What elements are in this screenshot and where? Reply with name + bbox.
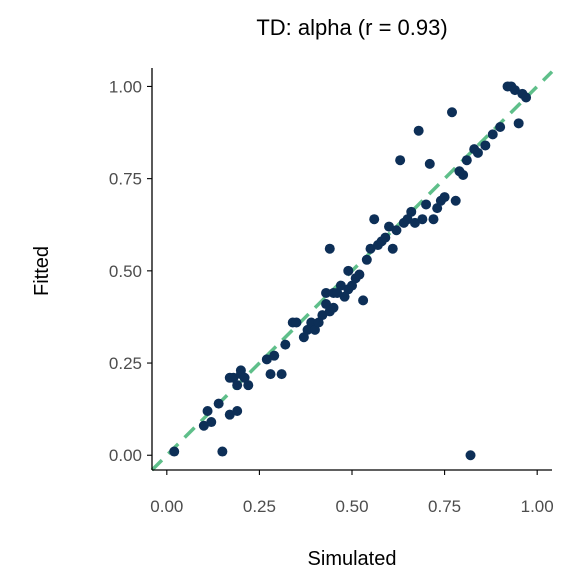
data-point	[317, 310, 328, 321]
data-point	[243, 380, 254, 391]
x-tick-label: 0.75	[428, 497, 461, 516]
data-point	[224, 409, 235, 420]
data-point	[406, 206, 417, 217]
plot-area	[150, 70, 554, 472]
data-point	[428, 214, 439, 225]
data-point	[409, 217, 420, 228]
data-point	[206, 417, 217, 428]
y-axis-ticks: 0.00 0.25 0.50 0.75 1.00	[109, 77, 152, 465]
x-tick-label: 1.00	[521, 497, 554, 516]
data-points	[169, 81, 532, 461]
data-point	[213, 398, 224, 409]
data-point	[347, 280, 357, 291]
data-point	[321, 299, 332, 310]
data-point	[280, 339, 291, 350]
x-tick-label: 0.00	[150, 497, 183, 516]
data-point	[461, 155, 472, 166]
data-point	[321, 287, 332, 298]
data-point	[328, 302, 339, 313]
data-point	[380, 232, 391, 243]
y-tick-label: 0.25	[109, 354, 142, 373]
y-tick-label: 0.50	[109, 262, 142, 281]
data-point	[387, 243, 398, 254]
data-point	[439, 192, 450, 203]
data-point	[384, 221, 395, 232]
data-point	[332, 287, 343, 298]
data-point	[365, 243, 376, 254]
data-point	[269, 350, 280, 361]
data-point	[465, 450, 476, 461]
data-point	[421, 199, 432, 210]
data-point	[417, 214, 428, 225]
data-point	[339, 291, 350, 302]
data-point	[361, 254, 372, 265]
data-point	[265, 369, 276, 380]
data-point	[232, 405, 243, 416]
data-point	[447, 107, 457, 118]
x-tick-label: 0.50	[335, 497, 368, 516]
data-point	[413, 125, 424, 136]
data-point	[261, 354, 272, 365]
data-point	[487, 129, 498, 140]
chart-title: TD: alpha (r = 0.93)	[256, 15, 447, 40]
data-point	[424, 158, 435, 169]
data-point	[495, 122, 506, 133]
data-point	[402, 214, 413, 225]
data-point	[391, 225, 402, 236]
data-point	[291, 317, 302, 328]
y-tick-label: 0.00	[109, 446, 142, 465]
data-point	[306, 317, 317, 328]
data-point	[521, 92, 532, 103]
data-point	[513, 118, 524, 129]
data-point	[509, 85, 520, 96]
data-point	[302, 324, 313, 335]
y-axis-label: Fitted	[31, 246, 53, 296]
data-point	[358, 295, 369, 306]
data-point	[369, 214, 380, 225]
data-point	[313, 317, 324, 328]
data-point	[232, 380, 243, 391]
data-point	[432, 203, 443, 214]
x-axis-label: Simulated	[308, 548, 397, 570]
y-tick-label: 0.75	[109, 170, 142, 189]
data-point	[354, 269, 365, 280]
data-point	[480, 140, 491, 151]
data-point	[458, 169, 469, 180]
data-point	[276, 369, 287, 380]
data-point	[228, 372, 239, 383]
x-tick-label: 0.25	[243, 497, 276, 516]
data-point	[235, 365, 246, 376]
data-point	[324, 243, 335, 254]
data-point	[395, 155, 406, 166]
x-axis-ticks: 0.00 0.25 0.50 0.75 1.00	[150, 470, 554, 516]
data-point	[239, 372, 250, 383]
data-point	[472, 147, 483, 158]
y-tick-label: 1.00	[109, 77, 142, 96]
data-point	[343, 265, 354, 276]
data-point	[202, 405, 213, 416]
data-point	[217, 446, 228, 457]
data-point	[298, 332, 309, 343]
data-point	[309, 324, 320, 335]
data-point	[198, 420, 209, 431]
data-point	[450, 195, 461, 206]
data-point	[169, 446, 180, 457]
data-point	[335, 280, 346, 291]
